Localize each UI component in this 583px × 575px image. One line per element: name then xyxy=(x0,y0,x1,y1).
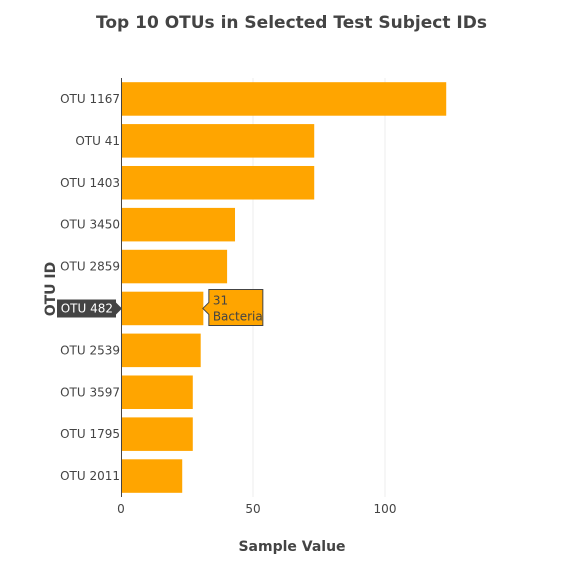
bar[interactable] xyxy=(121,291,204,326)
chart-title: Top 10 OTUs in Selected Test Subject IDs xyxy=(96,13,487,33)
tooltip-label: Bacteria xyxy=(213,309,263,323)
x-tick-label: 50 xyxy=(245,502,260,516)
bar[interactable] xyxy=(121,82,447,116)
y-tick-label: OTU 2539 xyxy=(60,343,120,357)
y-tick-label: OTU 41 xyxy=(75,134,120,148)
y-hover-label-box xyxy=(57,299,122,318)
y-tick-label: OTU 3597 xyxy=(60,385,120,399)
bar[interactable] xyxy=(121,124,315,158)
bar[interactable] xyxy=(121,375,193,410)
y-tick-labels: OTU 1167 OTU 41 OTU 1403 OTU 3450 OTU 2859 OT… xyxy=(57,92,122,483)
bars xyxy=(121,82,447,493)
y-tick-label: OTU 1403 xyxy=(60,176,120,190)
y-tick-label: OTU 3450 xyxy=(60,218,120,232)
y-tick-label: OTU 1167 xyxy=(60,92,120,106)
tooltip-box xyxy=(202,288,264,326)
x-axis-title: Sample Value xyxy=(238,539,345,555)
y-axis-title: OTU ID xyxy=(43,262,59,317)
x-tick-label: 0 xyxy=(117,502,125,516)
bar[interactable] xyxy=(121,249,228,284)
y-tick-label: OTU 1795 xyxy=(60,427,120,441)
x-tick-label: 100 xyxy=(374,502,397,516)
y-tick-label-highlight: OTU 482 xyxy=(61,301,113,315)
tooltip-value: 31 xyxy=(213,293,228,307)
y-tick-label: OTU 2859 xyxy=(60,260,120,274)
bar[interactable] xyxy=(121,459,183,493)
bar[interactable] xyxy=(121,333,201,368)
bar[interactable] xyxy=(121,207,236,242)
hover-tooltip: 31 Bacteria xyxy=(202,288,264,326)
y-tick-label: OTU 2011 xyxy=(60,469,120,483)
bar[interactable] xyxy=(121,165,315,200)
x-tick-labels: 0 50 100 xyxy=(117,502,396,516)
bar[interactable] xyxy=(121,417,193,451)
